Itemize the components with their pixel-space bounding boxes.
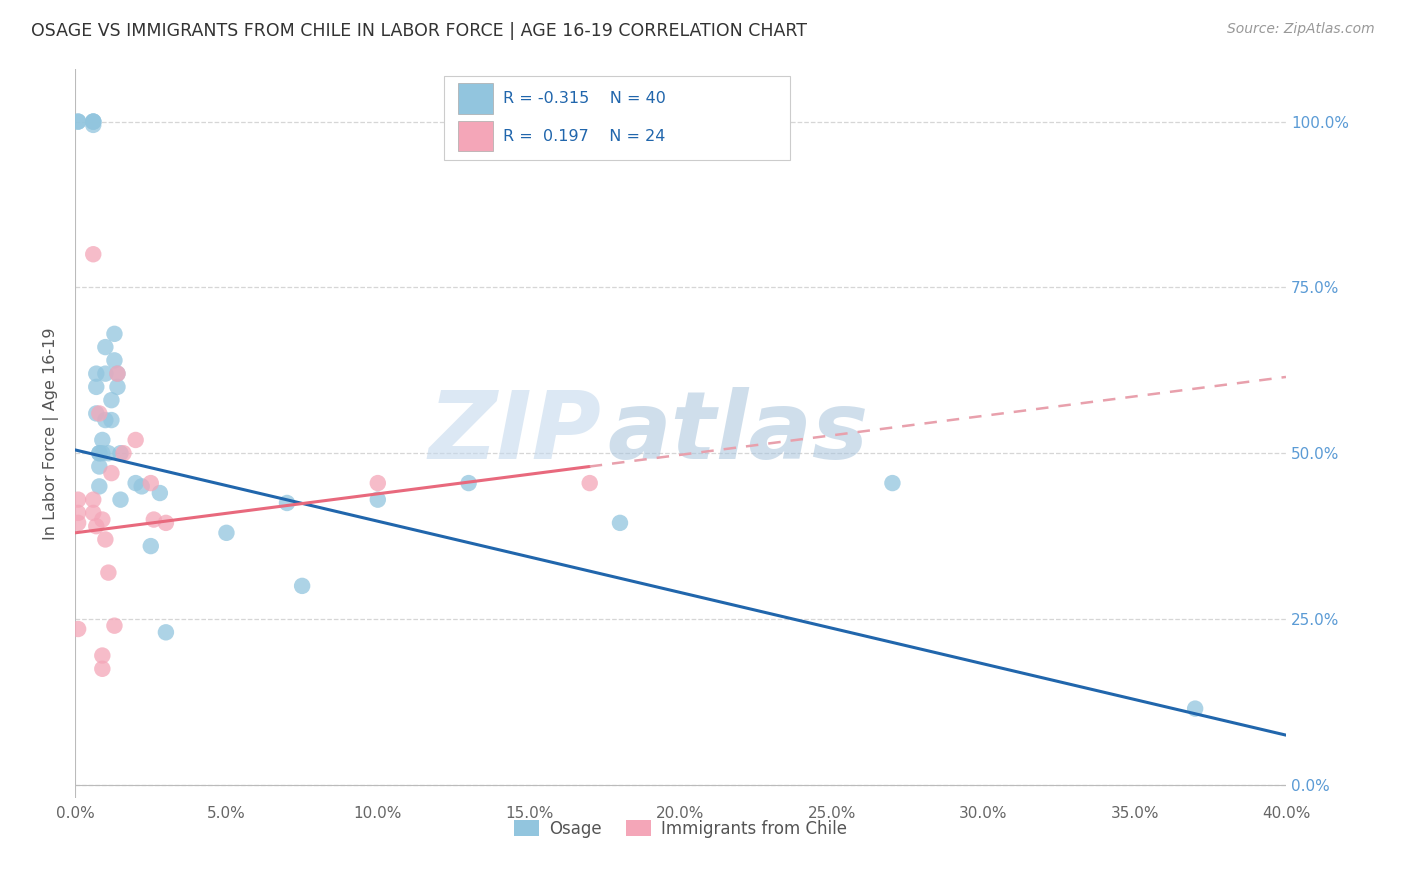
Point [112, 446, 135, 460]
Point [97, 566, 120, 580]
Point [82, 114, 104, 128]
Point [82, 114, 104, 128]
Point [155, 516, 177, 530]
Point [89, 406, 111, 420]
Point [82, 506, 104, 520]
Point [91, 662, 114, 676]
Point [124, 433, 146, 447]
Point [94, 340, 117, 354]
Point [107, 367, 129, 381]
Point [457, 476, 479, 491]
Point [91, 433, 114, 447]
Point [67, 114, 90, 128]
Point [367, 492, 389, 507]
Point [578, 476, 600, 491]
Point [100, 466, 122, 480]
Point [107, 367, 129, 381]
Text: ZIP: ZIP [429, 387, 602, 479]
Point [291, 579, 314, 593]
Point [139, 539, 162, 553]
Point [82, 114, 104, 128]
Y-axis label: In Labor Force | Age 16-19: In Labor Force | Age 16-19 [44, 327, 59, 540]
Point [103, 618, 125, 632]
Point [82, 492, 104, 507]
Point [155, 625, 177, 640]
Point [110, 492, 132, 507]
Point [67, 492, 90, 507]
Point [89, 479, 111, 493]
Point [100, 393, 122, 408]
Point [139, 476, 162, 491]
Point [97, 446, 120, 460]
Point [89, 446, 111, 460]
Point [82, 118, 104, 132]
Point [84, 519, 107, 533]
Point [110, 446, 132, 460]
Point [67, 114, 90, 128]
Point [276, 496, 298, 510]
Point [89, 459, 111, 474]
Point [84, 367, 107, 381]
Point [84, 406, 107, 420]
Point [94, 413, 117, 427]
Text: OSAGE VS IMMIGRANTS FROM CHILE IN LABOR FORCE | AGE 16-19 CORRELATION CHART: OSAGE VS IMMIGRANTS FROM CHILE IN LABOR … [31, 22, 807, 40]
Text: Source: ZipAtlas.com: Source: ZipAtlas.com [1227, 22, 1375, 37]
Legend: Osage, Immigrants from Chile: Osage, Immigrants from Chile [508, 814, 853, 845]
Point [91, 648, 114, 663]
Text: atlas: atlas [607, 387, 869, 479]
Point [94, 533, 117, 547]
Point [124, 476, 146, 491]
Point [67, 516, 90, 530]
Point [84, 380, 107, 394]
Point [215, 525, 238, 540]
Point [100, 413, 122, 427]
Point [103, 326, 125, 341]
Point [367, 476, 389, 491]
Point [89, 446, 111, 460]
Point [91, 512, 114, 526]
Point [67, 506, 90, 520]
Point [609, 516, 631, 530]
Point [131, 479, 153, 493]
Point [94, 367, 117, 381]
Point [149, 486, 172, 500]
Point [142, 512, 165, 526]
Point [103, 353, 125, 368]
Point [91, 446, 114, 460]
Point [1184, 701, 1206, 715]
Point [82, 247, 104, 261]
Point [107, 380, 129, 394]
Point [882, 476, 904, 491]
Point [67, 622, 90, 636]
